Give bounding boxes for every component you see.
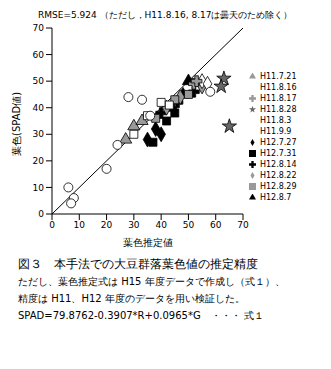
svg-text:葉色(SPAD値): 葉色(SPAD値) xyxy=(11,92,22,156)
html-text:RMSE=5.924 （ただし，H11.8.16, 8.17: RMSE=5.924 （ただし，H11.8.16, 8.17は曇天のため除く） xyxy=(38,10,293,20)
svg-text:70: 70 xyxy=(237,220,249,230)
svg-text:10: 10 xyxy=(74,220,86,230)
svg-text:20: 20 xyxy=(33,156,45,166)
html-text:H11.8.28: H11.8.28 xyxy=(260,105,297,114)
svg-text:60: 60 xyxy=(210,220,222,230)
svg-text:50: 50 xyxy=(183,220,195,230)
svg-text:70: 70 xyxy=(33,23,45,33)
html-text:H12.7.31: H12.7.31 xyxy=(260,149,297,158)
html-text:H12.7.27: H12.7.27 xyxy=(260,138,297,147)
html-text:SPAD=79.8762-0.3907*R+0.0965*G: SPAD=79.8762-0.3907*R+0.0965*G ・・・ 式１ xyxy=(18,310,264,321)
html-text:H11.8.3: H11.8.3 xyxy=(260,116,292,125)
html-text:ただし、葉色推定式は H15 年度データで作成し（式１）、: ただし、葉色推定式は H15 年度データで作成し（式１）、 xyxy=(18,276,285,287)
html-text:H11.9.9: H11.9.9 xyxy=(260,127,292,136)
html-text:H11.8.16: H11.8.16 xyxy=(260,83,297,92)
svg-text:葉色推定値: 葉色推定値 xyxy=(123,237,173,248)
html-text:H11.8.17: H11.8.17 xyxy=(260,94,297,103)
html-text:精度は H11、H12 年度のデータを用い検証した。: 精度は H11、H12 年度のデータを用い検証した。 xyxy=(18,293,245,304)
svg-text:40: 40 xyxy=(155,220,167,230)
svg-text:60: 60 xyxy=(33,50,45,60)
svg-text:50: 50 xyxy=(33,76,45,86)
svg-text:0: 0 xyxy=(49,220,55,230)
html-text:H12.8.14: H12.8.14 xyxy=(260,160,297,169)
svg-text:20: 20 xyxy=(101,220,113,230)
html-text:H11.7.21: H11.7.21 xyxy=(260,72,297,81)
html-text:図３ 本手法での大豆群落葉色値の推定精度: 図３ 本手法での大豆群落葉色値の推定精度 xyxy=(18,257,258,271)
svg-text:0: 0 xyxy=(38,209,44,219)
svg-text:10: 10 xyxy=(33,183,45,193)
html-text:H12.8.29: H12.8.29 xyxy=(260,182,297,191)
svg-text:30: 30 xyxy=(128,220,140,230)
svg-text:40: 40 xyxy=(33,103,45,113)
html-text:H12.8.7: H12.8.7 xyxy=(260,193,292,202)
svg-text:30: 30 xyxy=(33,129,45,139)
html-text:H12.8.22: H12.8.22 xyxy=(260,171,297,180)
